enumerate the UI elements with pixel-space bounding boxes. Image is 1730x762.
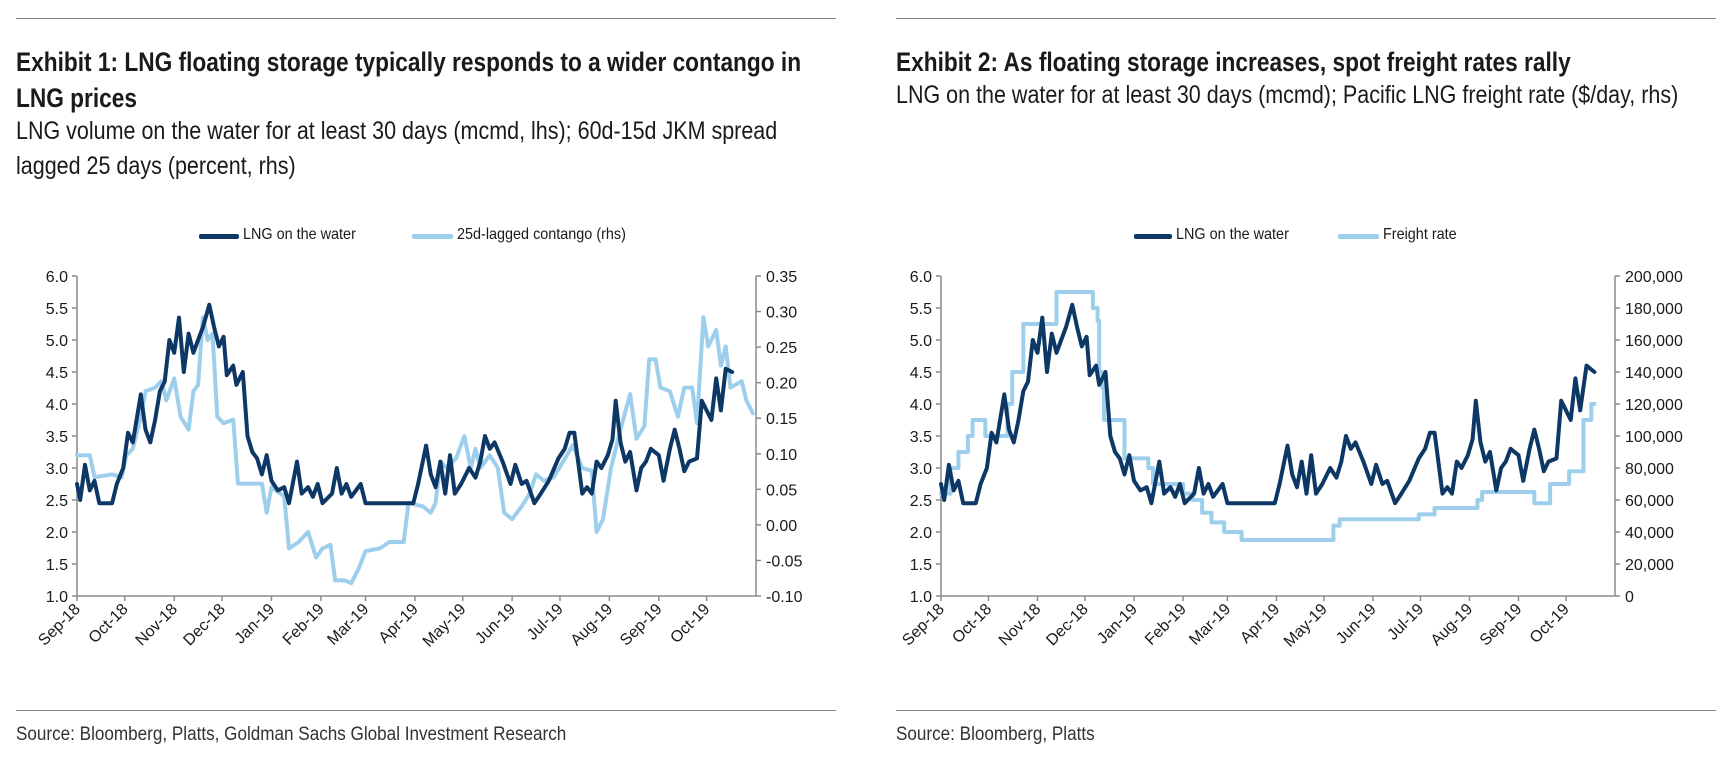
top-rule-left	[16, 18, 836, 19]
chart2-y-right-tick-label: 0	[1625, 589, 1634, 606]
chart1-x-tick-label: Oct-19	[667, 601, 713, 647]
chart2-y-left-tick-label: 1.5	[910, 557, 932, 574]
chart2-x-tick-label: Jun-19	[1333, 601, 1380, 648]
chart2-y-left-tick-label: 3.5	[910, 429, 932, 446]
chart1-x-tick-label: Jun-19	[472, 601, 519, 648]
chart2-y-left-tick-label: 3.0	[910, 461, 932, 478]
chart2-y-right-tick-label: 20,000	[1625, 557, 1674, 574]
chart2-y-right-tick-label: 80,000	[1625, 461, 1674, 478]
chart2-y-right-tick-label: 40,000	[1625, 525, 1674, 542]
top-rule-right	[896, 18, 1716, 19]
chart2-x-tick-label: Aug-19	[1428, 601, 1477, 650]
chart1-x-tick-label: Apr-19	[376, 601, 422, 647]
chart2-y-right-tick-label: 160,000	[1625, 333, 1683, 350]
chart2-y-right-tick-label: 140,000	[1625, 365, 1683, 382]
chart1-y-left-tick-label: 2.5	[46, 493, 68, 510]
chart1-y-right-tick-label: -0.10	[766, 589, 803, 606]
chart2-y-right-tick-label: 100,000	[1625, 429, 1683, 446]
chart1-x-tick-label: May-19	[420, 601, 470, 651]
chart2-x-tick-label: Nov-18	[996, 601, 1045, 650]
chart2-x-tick-label: Jul-19	[1384, 601, 1427, 644]
chart1-y-right-tick-label: -0.05	[766, 553, 803, 570]
legend-swatch-lng-2	[1134, 234, 1172, 239]
legend-swatch-contango	[412, 234, 453, 239]
chart1-x-tick-label: Aug-19	[568, 601, 617, 650]
legend-label-lng-2: LNG on the water	[1176, 226, 1289, 243]
chart1-y-left-tick-label: 5.0	[46, 333, 68, 350]
chart1-y-right-tick-label: 0.10	[766, 447, 797, 464]
bottom-rule-right	[896, 710, 1716, 711]
chart1-y-right-tick-label: 0.30	[766, 305, 797, 322]
chart2-y-right-tick-label: 120,000	[1625, 397, 1683, 414]
chart2-y-left-tick-label: 1.0	[910, 589, 932, 606]
chart1-x-tick-label: Jan-19	[232, 601, 279, 648]
chart1-x-tick-label: Nov-18	[133, 601, 182, 650]
chart1-y-right-tick-label: 0.05	[766, 482, 797, 499]
chart1-x-tick-label: Feb-19	[280, 601, 328, 649]
chart1-x-tick-label: Sep-18	[35, 601, 84, 650]
chart1-x-tick-label: Mar-19	[324, 601, 372, 649]
chart1-y-right-tick-label: 0.15	[766, 411, 797, 428]
exhibit2-title: Exhibit 2: As floating storage increases…	[896, 47, 1571, 77]
chart2-y-left-tick-label: 2.0	[910, 525, 932, 542]
chart1-series-contango-line	[75, 315, 755, 586]
chart2-x-tick-label: Feb-19	[1142, 601, 1190, 649]
bottom-rule-left	[16, 710, 836, 711]
chart2-y-right-tick-label: 200,000	[1625, 269, 1683, 286]
chart2-y-left-tick-label: 2.5	[910, 493, 932, 510]
chart2-x-tick-label: Sep-18	[899, 601, 948, 650]
exhibit1-title: Exhibit 1: LNG floating storage typicall…	[16, 47, 802, 113]
exhibit1-source: Source: Bloomberg, Platts, Goldman Sachs…	[16, 724, 567, 745]
chart2-x-tick-label: May-19	[1281, 601, 1331, 651]
chart1-y-right-tick-label: 0.35	[766, 269, 797, 286]
legend-label-lng: LNG on the water	[243, 226, 356, 243]
chart1-y-right-tick-label: 0.00	[766, 518, 797, 535]
chart1-x-tick-label: Jul-19	[524, 601, 567, 644]
chart2-y-left-tick-label: 5.5	[910, 301, 932, 318]
exhibit1-subtitle: LNG volume on the water for at least 30 …	[16, 117, 778, 180]
legend-swatch-lng	[199, 234, 239, 239]
chart1-series-lng-on-the-water-line	[75, 302, 735, 506]
chart2-y-right-tick-label: 60,000	[1625, 493, 1674, 510]
chart2-y-left-tick-label: 4.0	[910, 397, 932, 414]
chart1-y-left-tick-label: 5.5	[46, 301, 68, 318]
chart2-x-tick-label: Dec-18	[1043, 601, 1092, 650]
chart2-x-tick-label: Apr-19	[1237, 601, 1283, 647]
chart2-x-tick-label: Oct-18	[949, 601, 995, 647]
chart1-y-left-tick-label: 2.0	[46, 525, 68, 542]
chart2-y-right-tick-label: 180,000	[1625, 301, 1683, 318]
chart2-y-left-tick-label: 5.0	[910, 333, 932, 350]
chart2-y-left-tick-label: 6.0	[910, 269, 932, 286]
chart1-x-tick-label: Dec-18	[180, 601, 229, 650]
chart2-series-lng-on-the-water-line	[939, 302, 1597, 506]
chart1-y-left-tick-label: 3.5	[46, 429, 68, 446]
legend-label-freight: Freight rate	[1383, 226, 1457, 243]
legend-swatch-freight	[1338, 234, 1379, 239]
chart1-y-left-tick-label: 4.0	[46, 397, 68, 414]
chart1-y-left-tick-label: 1.0	[46, 589, 68, 606]
chart1-y-left-tick-label: 1.5	[46, 557, 68, 574]
chart1-y-left-tick-label: 6.0	[46, 269, 68, 286]
chart1-x-tick-label: Oct-18	[86, 601, 132, 647]
chart2-x-tick-label: Jan-19	[1094, 601, 1141, 648]
chart2-x-tick-label: Mar-19	[1186, 601, 1234, 649]
chart2-x-tick-label: Sep-19	[1477, 601, 1526, 650]
chart2-y-left-tick-label: 4.5	[910, 365, 932, 382]
exhibit2-subtitle: LNG on the water for at least 30 days (m…	[896, 81, 1679, 109]
chart1-y-right-tick-label: 0.25	[766, 340, 797, 357]
chart1-y-left-tick-label: 3.0	[46, 461, 68, 478]
legend-label-contango: 25d-lagged contango (rhs)	[457, 226, 626, 243]
chart1-y-left-tick-label: 4.5	[46, 365, 68, 382]
chart1-x-tick-label: Sep-19	[617, 601, 666, 650]
exhibit2-source: Source: Bloomberg, Platts	[896, 724, 1095, 745]
chart2-x-tick-label: Oct-19	[1527, 601, 1573, 647]
chart1-y-right-tick-label: 0.20	[766, 376, 797, 393]
